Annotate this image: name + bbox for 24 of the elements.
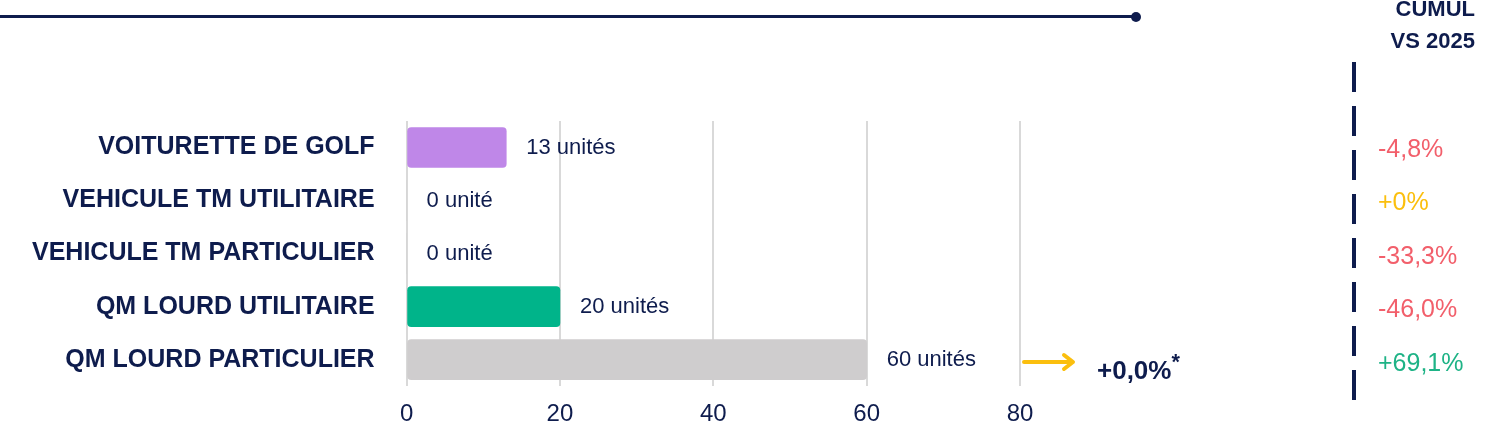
x-tick-label: 0 — [399, 399, 414, 427]
data-label: 20 unités — [579, 292, 670, 318]
x-tick-label: 80 — [1006, 399, 1034, 427]
y-tick-label: VOITURETTE DE GOLF — [98, 131, 375, 160]
text: +69,1% — [1378, 346, 1464, 378]
text: +0,0%$^{*}$ — [1097, 347, 1180, 386]
text: -33,3% — [1378, 239, 1458, 271]
x-tick-label: 60 — [853, 399, 880, 427]
data-label: 0 unité — [426, 239, 493, 265]
x-tick-label: 20 — [546, 399, 574, 427]
data-label: 0 unité — [426, 186, 493, 212]
text: -4,8% — [1378, 132, 1444, 164]
y-tick-label: VEHICULE TM UTILITAIRE — [62, 184, 375, 213]
y-tick-label: VEHICULE TM PARTICULIER — [32, 237, 375, 266]
text: -46,0% — [1378, 293, 1458, 325]
y-tick-label: QM LOURD PARTICULIER — [65, 343, 375, 372]
bar — [407, 127, 507, 168]
text: +0% — [1378, 186, 1429, 218]
x-tick-label: 40 — [699, 399, 727, 427]
data-label: 13 unités — [526, 133, 616, 159]
bar — [407, 286, 561, 327]
text: CUMUL VS 2025 — [1389, 0, 1475, 55]
data-label: 60 unités — [886, 345, 976, 371]
y-tick-label: QM LOURD UTILITAIRE — [95, 290, 375, 319]
